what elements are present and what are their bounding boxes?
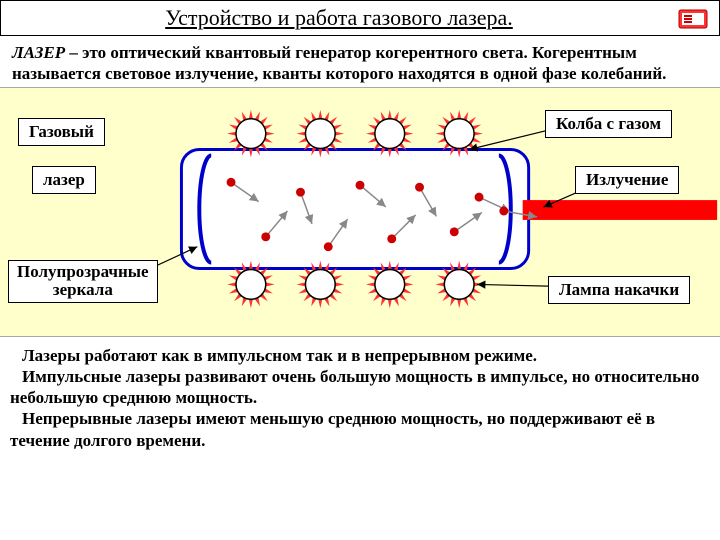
term-laser: ЛАЗЕР (12, 43, 65, 62)
label-lampa: Лампа накачки (548, 276, 690, 304)
title-bar: Устройство и работа газового лазера. (0, 0, 720, 36)
label-zerkala: Полупрозрачные зеркала (8, 260, 158, 303)
diagram-area: Газовый лазер Колба с газом Излучение По… (0, 87, 720, 337)
label-kolba: Колба с газом (545, 110, 672, 138)
intro-paragraph: ЛАЗЕР – это оптический квантовый генерат… (0, 36, 720, 87)
bottom-p2: Импульсные лазеры развивают очень большу… (10, 366, 710, 409)
bottom-text: Лазеры работают как в импульсном так и в… (0, 337, 720, 455)
label-lazer: лазер (32, 166, 96, 194)
label-izluchenie: Излучение (575, 166, 679, 194)
bottom-p3: Непрерывные лазеры имеют меньшую среднюю… (10, 408, 710, 451)
slide-icon (677, 4, 713, 32)
intro-rest: – это оптический квантовый генератор ког… (12, 43, 666, 83)
page-title: Устройство и работа газового лазера. (1, 1, 677, 35)
bottom-p1: Лазеры работают как в импульсном так и в… (10, 345, 710, 366)
label-gazovy: Газовый (18, 118, 105, 146)
